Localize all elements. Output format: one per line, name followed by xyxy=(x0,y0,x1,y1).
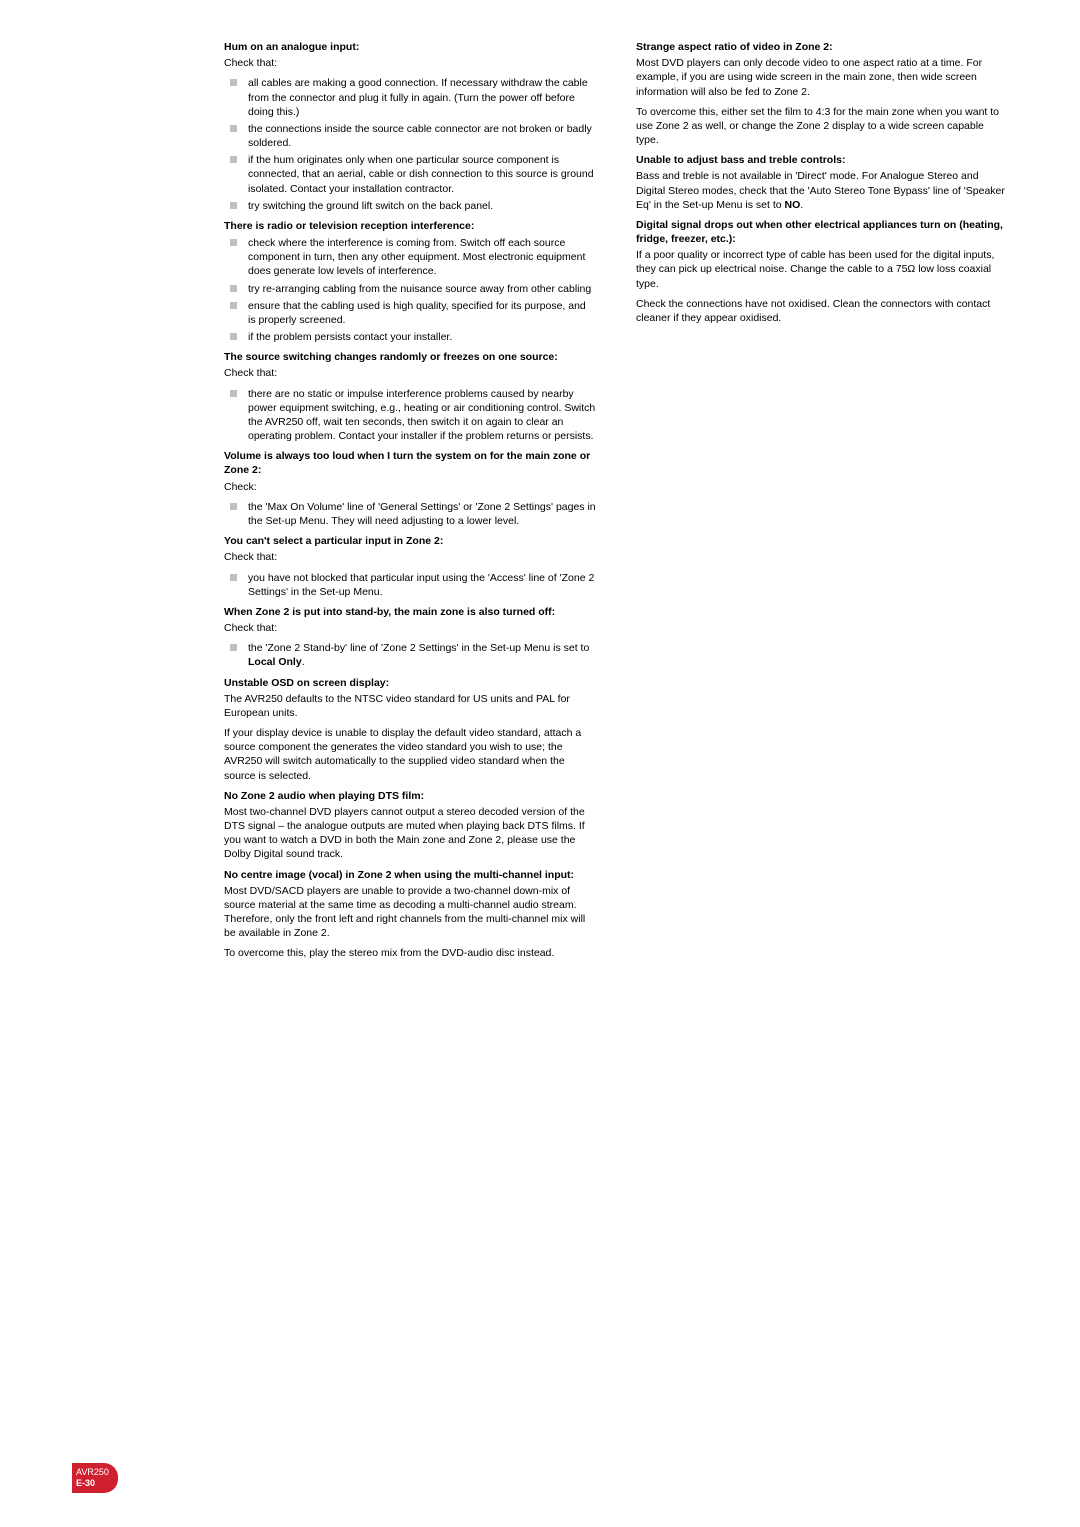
list-volume: the 'Max On Volume' line of 'General Set… xyxy=(224,500,596,528)
footer-page: E-30 xyxy=(76,1478,114,1489)
text: . xyxy=(800,199,803,211)
list-hum: all cables are making a good connection.… xyxy=(224,76,596,213)
list-item: the 'Max On Volume' line of 'General Set… xyxy=(224,500,596,528)
list-radio: check where the interference is coming f… xyxy=(224,236,596,344)
footer-model: AVR250 xyxy=(76,1467,114,1478)
check-that: Check that: xyxy=(224,366,596,380)
heading-hum: Hum on an analogue input: xyxy=(224,40,596,54)
text: the 'Zone 2 Stand-by' line of 'Zone 2 Se… xyxy=(248,642,589,654)
list-zone2-standby: the 'Zone 2 Stand-by' line of 'Zone 2 Se… xyxy=(224,641,596,669)
heading-volume: Volume is always too loud when I turn th… xyxy=(224,449,596,477)
para-centre-b: To overcome this, play the stereo mix fr… xyxy=(224,946,596,960)
bold-text: Local Only xyxy=(248,656,302,668)
list-item: all cables are making a good connection.… xyxy=(224,76,596,119)
list-item: the connections inside the source cable … xyxy=(224,122,596,150)
para-aspect-b: To overcome this, either set the film to… xyxy=(636,105,1008,148)
bold-text: NO xyxy=(785,199,801,211)
heading-basstreble: Unable to adjust bass and treble control… xyxy=(636,153,1008,167)
heading-centre-image: No centre image (vocal) in Zone 2 when u… xyxy=(224,868,596,882)
footer-tab: AVR250 E-30 xyxy=(72,1463,118,1493)
list-item: if the hum originates only when one part… xyxy=(224,153,596,196)
left-column: Hum on an analogue input: Check that: al… xyxy=(224,34,596,967)
check-that: Check that: xyxy=(224,550,596,564)
list-input-select: you have not blocked that particular inp… xyxy=(224,571,596,599)
heading-source-switch: The source switching changes randomly or… xyxy=(224,350,596,364)
para-dts: Most two-channel DVD players cannot outp… xyxy=(224,805,596,862)
check-that: Check that: xyxy=(224,621,596,635)
right-column: Strange aspect ratio of video in Zone 2:… xyxy=(636,34,1008,967)
heading-input-select: You can't select a particular input in Z… xyxy=(224,534,596,548)
list-item: there are no static or impulse interfere… xyxy=(224,387,596,444)
para-aspect-a: Most DVD players can only decode video t… xyxy=(636,56,1008,99)
heading-osd: Unstable OSD on screen display: xyxy=(224,676,596,690)
para-centre-a: Most DVD/SACD players are unable to prov… xyxy=(224,884,596,941)
page: Hum on an analogue input: Check that: al… xyxy=(0,0,1080,1527)
heading-digital-drop: Digital signal drops out when other elec… xyxy=(636,218,1008,246)
para-basstreble: Bass and treble is not available in 'Dir… xyxy=(636,169,1008,212)
list-item: if the problem persists contact your ins… xyxy=(224,330,596,344)
list-item: ensure that the cabling used is high qua… xyxy=(224,299,596,327)
check: Check: xyxy=(224,480,596,494)
heading-zone2-standby: When Zone 2 is put into stand-by, the ma… xyxy=(224,605,596,619)
heading-aspect: Strange aspect ratio of video in Zone 2: xyxy=(636,40,1008,54)
list-item: check where the interference is coming f… xyxy=(224,236,596,279)
list-item: the 'Zone 2 Stand-by' line of 'Zone 2 Se… xyxy=(224,641,596,669)
para-digital-a: If a poor quality or incorrect type of c… xyxy=(636,248,1008,291)
heading-radio: There is radio or television reception i… xyxy=(224,219,596,233)
list-source-switch: there are no static or impulse interfere… xyxy=(224,387,596,444)
para-osd-a: The AVR250 defaults to the NTSC video st… xyxy=(224,692,596,720)
text: Bass and treble is not available in 'Dir… xyxy=(636,170,1005,210)
para-digital-b: Check the connections have not oxidised.… xyxy=(636,297,1008,325)
columns: Hum on an analogue input: Check that: al… xyxy=(224,34,1008,967)
heading-dts: No Zone 2 audio when playing DTS film: xyxy=(224,789,596,803)
list-item: try re-arranging cabling from the nuisan… xyxy=(224,282,596,296)
text: . xyxy=(302,656,305,668)
list-item: you have not blocked that particular inp… xyxy=(224,571,596,599)
check-that: Check that: xyxy=(224,56,596,70)
list-item: try switching the ground lift switch on … xyxy=(224,199,596,213)
para-osd-b: If your display device is unable to disp… xyxy=(224,726,596,783)
